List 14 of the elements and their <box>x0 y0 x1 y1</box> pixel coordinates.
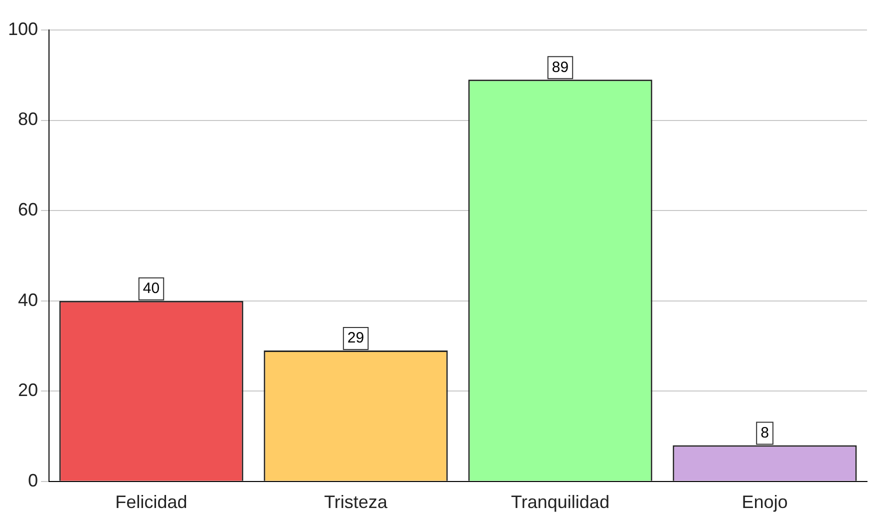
y-tick-label: 0 <box>28 470 38 490</box>
data-label: 29 <box>347 330 364 347</box>
y-tick-label: 80 <box>18 109 38 130</box>
x-tick-label: Enojo <box>742 492 788 512</box>
x-tick-label: Tranquilidad <box>511 492 610 512</box>
data-label: 40 <box>142 280 160 297</box>
y-tick-label: 100 <box>8 18 38 39</box>
y-tick-label: 20 <box>18 380 38 400</box>
y-tick-label: 40 <box>18 290 38 310</box>
data-label: 8 <box>760 424 769 442</box>
x-tick-label: Tristeza <box>324 492 388 512</box>
x-tick-label: Felicidad <box>115 492 188 512</box>
data-label: 89 <box>552 58 569 76</box>
y-tick-label: 60 <box>18 200 38 220</box>
